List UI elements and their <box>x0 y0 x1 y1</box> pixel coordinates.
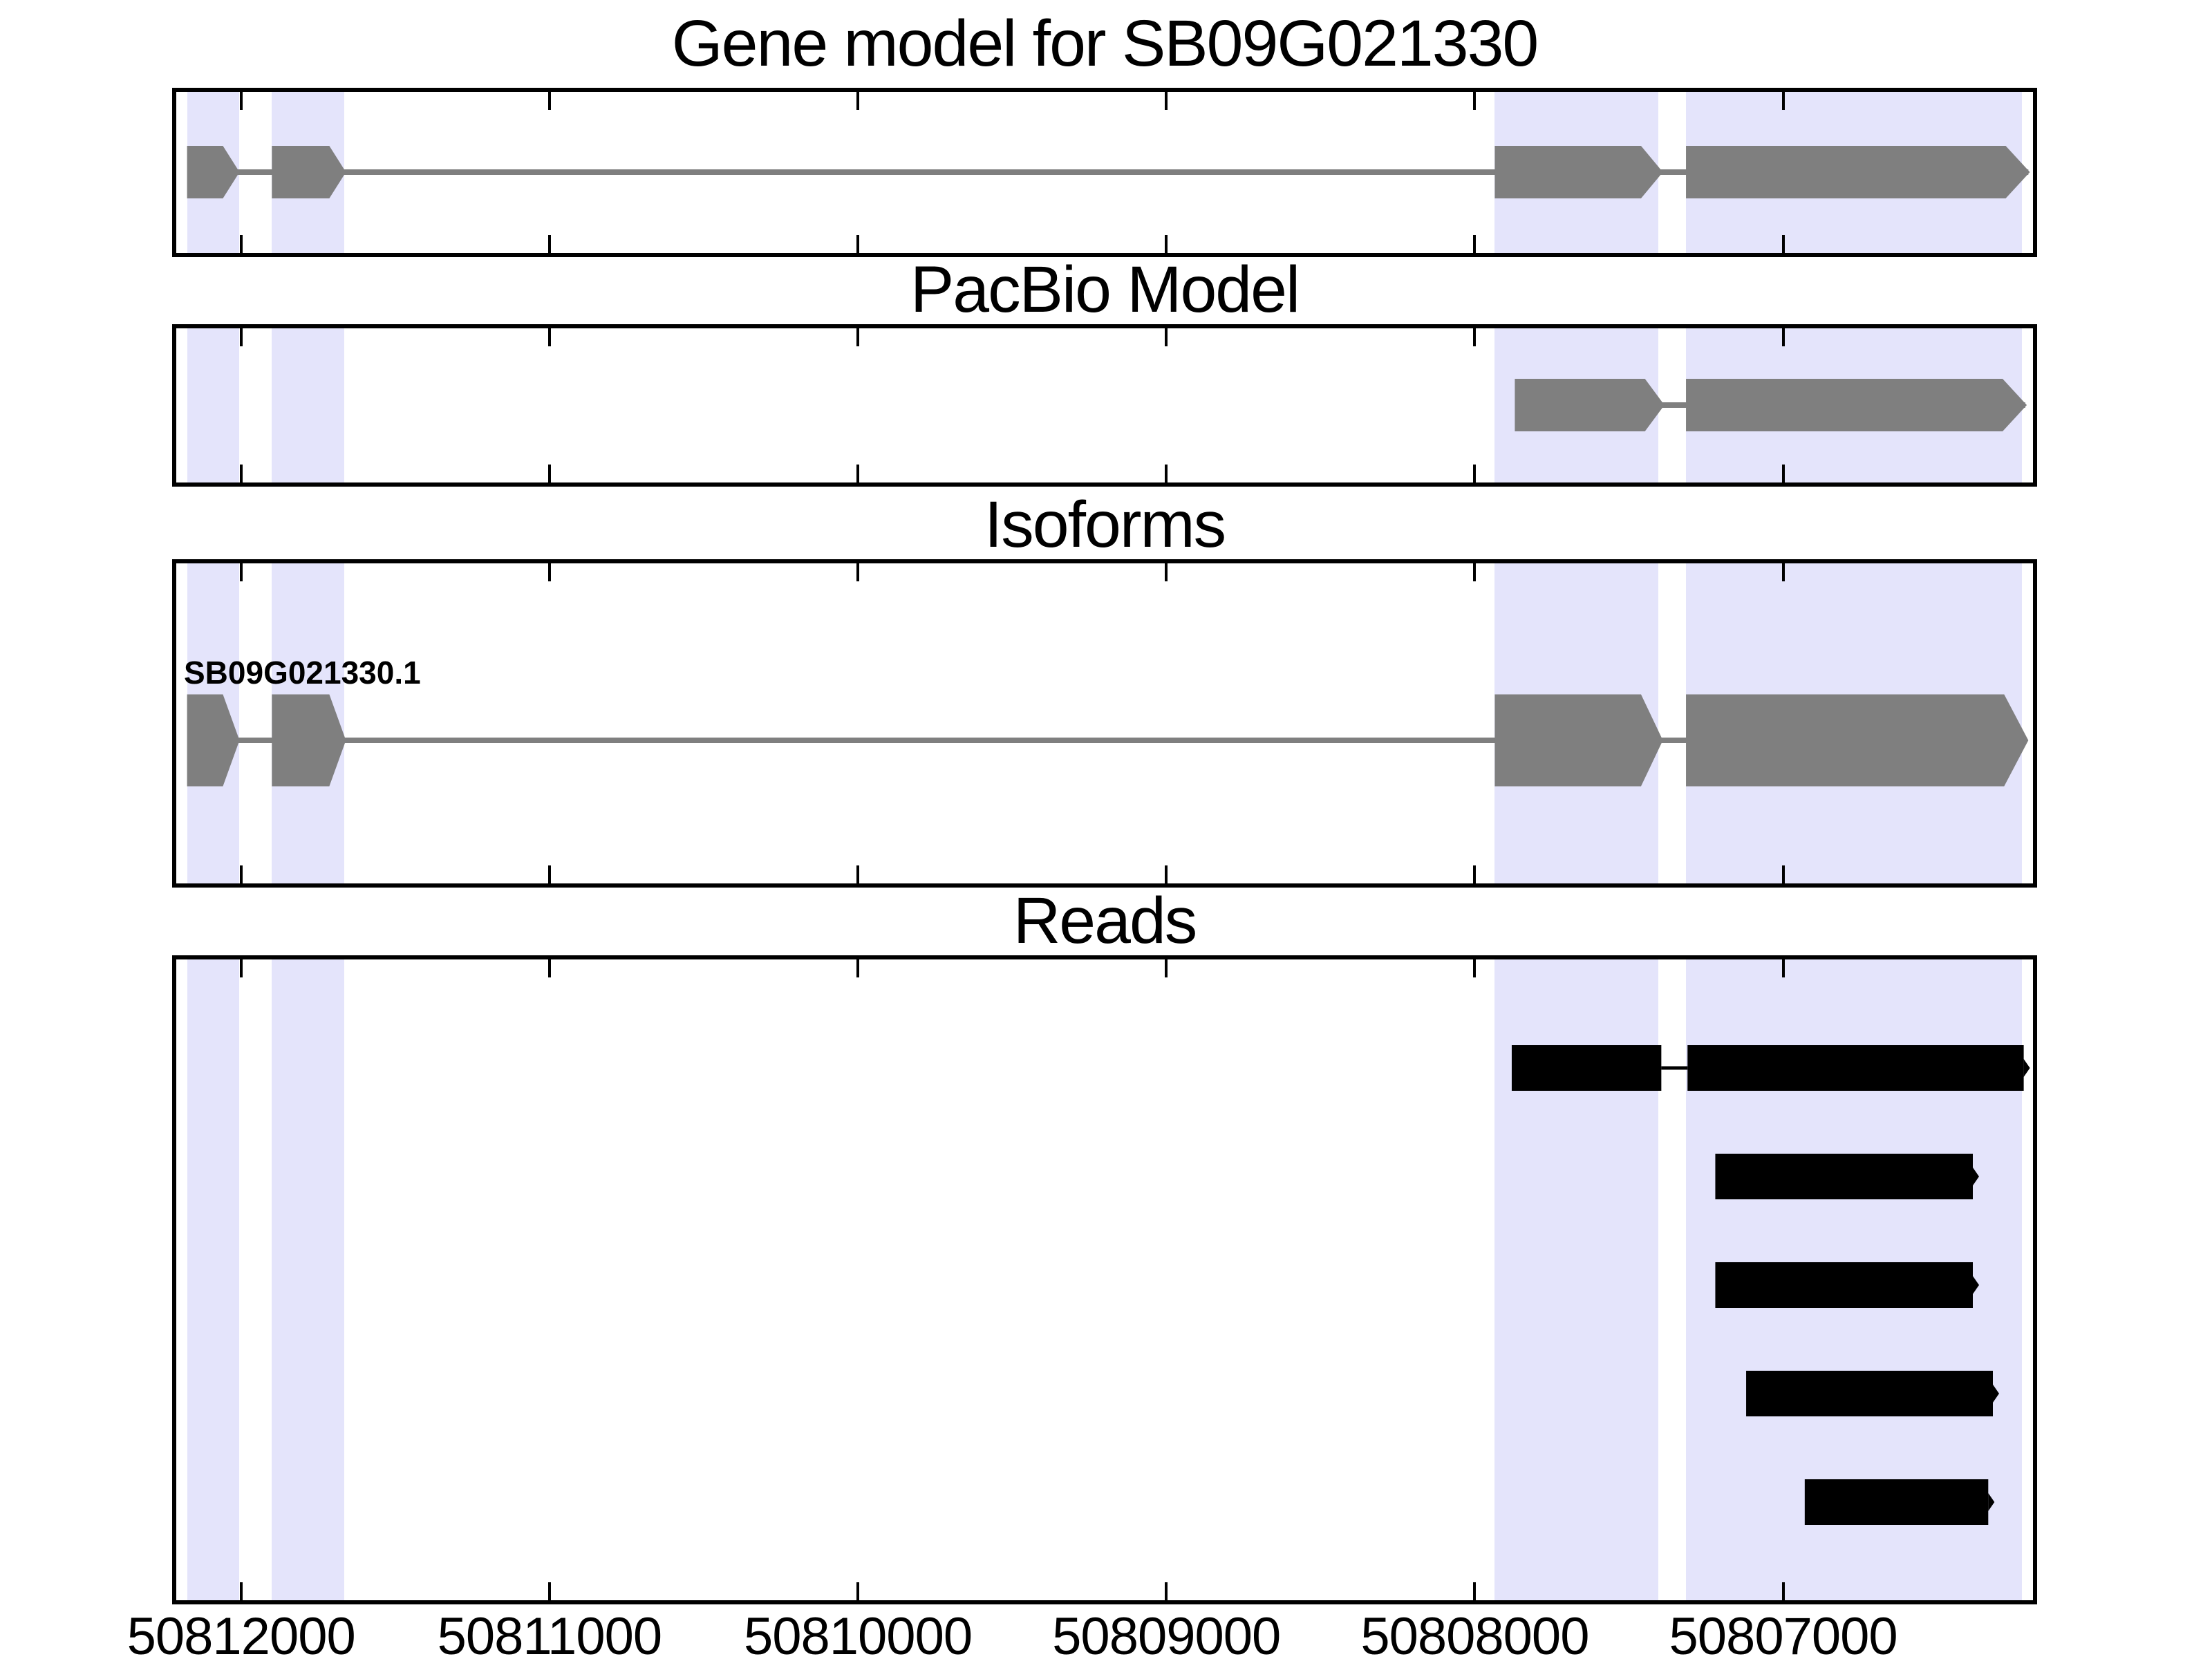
axis-tick <box>1473 235 1477 253</box>
axis-tick <box>856 328 860 346</box>
exon-arrow <box>272 694 346 787</box>
axis-tick <box>1473 92 1477 110</box>
axis-tick <box>547 1582 551 1600</box>
exon-arrow <box>272 146 346 198</box>
x-tick-label: 50812000 <box>126 1607 356 1659</box>
axis-tick <box>1165 92 1168 110</box>
axis-tick <box>1473 328 1477 346</box>
x-tick-label: 50808000 <box>1360 1607 1589 1659</box>
axis-tick <box>1473 865 1477 883</box>
read-strand-tip <box>2023 1059 2030 1077</box>
exon-highlight-band <box>187 959 240 1600</box>
read-strand-tip <box>1972 1168 1979 1185</box>
axis-tick <box>547 959 551 977</box>
axis-tick <box>1165 1582 1168 1600</box>
axis-tick <box>856 865 860 883</box>
exon-arrow <box>1686 694 2029 787</box>
read-segment <box>1715 1154 1973 1199</box>
axis-tick <box>856 1582 860 1600</box>
axis-tick <box>547 235 551 253</box>
axis-tick <box>547 563 551 581</box>
axis-tick <box>1473 959 1477 977</box>
figure-title: Gene model for SB09G021330 <box>671 7 1539 80</box>
isoform-transcript-label: SB09G021330.1 <box>184 655 421 691</box>
axis-tick <box>239 328 243 346</box>
axis-tick <box>547 92 551 110</box>
axis-tick <box>1473 1582 1477 1600</box>
axis-tick <box>239 563 243 581</box>
exon-highlight-band <box>187 328 240 482</box>
axis-tick <box>1165 959 1168 977</box>
panel-title-pacbio-model: PacBio Model <box>910 253 1300 326</box>
axis-tick <box>239 235 243 253</box>
axis-tick <box>1165 328 1168 346</box>
exon-arrow <box>187 146 240 198</box>
read-strand-tip <box>1988 1493 1995 1511</box>
axis-tick <box>856 235 860 253</box>
axis-tick <box>1781 465 1785 482</box>
panel-isoforms <box>172 559 2037 888</box>
axis-tick <box>1781 92 1785 110</box>
x-tick-label: 50809000 <box>1052 1607 1281 1659</box>
axis-tick <box>1165 865 1168 883</box>
exon-arrow <box>1515 379 1665 431</box>
x-tick-label: 50807000 <box>1669 1607 1898 1659</box>
axis-tick <box>1781 328 1785 346</box>
axis-tick <box>1165 465 1168 482</box>
exon-arrow <box>1686 146 2030 198</box>
track-features <box>187 146 2030 198</box>
exon-arrow <box>1686 379 2027 431</box>
axis-tick <box>239 92 243 110</box>
track-features <box>1515 379 2027 431</box>
axis-tick <box>1165 563 1168 581</box>
axis-tick <box>1781 563 1785 581</box>
x-tick-label: 50810000 <box>743 1607 973 1659</box>
panel-title-reads: Reads <box>1013 884 1198 957</box>
axis-tick <box>1781 865 1785 883</box>
axis-tick <box>1781 1582 1785 1600</box>
axis-tick <box>547 328 551 346</box>
read-segment <box>1511 1045 1662 1091</box>
exon-highlight-band <box>272 959 345 1600</box>
axis-tick <box>239 865 243 883</box>
panel-title-isoforms: Isoforms <box>984 488 1226 561</box>
panel-gene-model <box>172 88 2037 257</box>
x-tick-label: 50811000 <box>437 1607 663 1659</box>
track-features <box>1511 1045 2030 1525</box>
axis-tick <box>856 959 860 977</box>
axis-tick <box>856 563 860 581</box>
axis-tick <box>547 465 551 482</box>
read-strand-tip <box>1972 1276 1979 1294</box>
track-features <box>187 694 2029 787</box>
axis-tick <box>1781 959 1785 977</box>
read-segment <box>1687 1045 2024 1091</box>
axis-tick <box>1473 465 1477 482</box>
read-segment <box>1804 1479 1989 1525</box>
read-strand-tip <box>1992 1385 1999 1403</box>
axis-tick <box>1781 235 1785 253</box>
axis-tick <box>856 465 860 482</box>
axis-tick <box>1473 563 1477 581</box>
exon-arrow <box>187 694 240 787</box>
exon-highlight-band <box>272 328 345 482</box>
panel-reads <box>172 955 2037 1604</box>
panel-pacbio-model <box>172 324 2037 487</box>
axis-tick <box>239 465 243 482</box>
exon-arrow <box>1494 694 1663 787</box>
exon-arrow <box>1494 146 1663 198</box>
read-segment <box>1715 1262 1973 1308</box>
axis-tick <box>1165 235 1168 253</box>
axis-tick <box>239 1582 243 1600</box>
axis-tick <box>547 865 551 883</box>
axis-tick <box>856 92 860 110</box>
read-segment <box>1746 1371 1993 1416</box>
axis-tick <box>239 959 243 977</box>
